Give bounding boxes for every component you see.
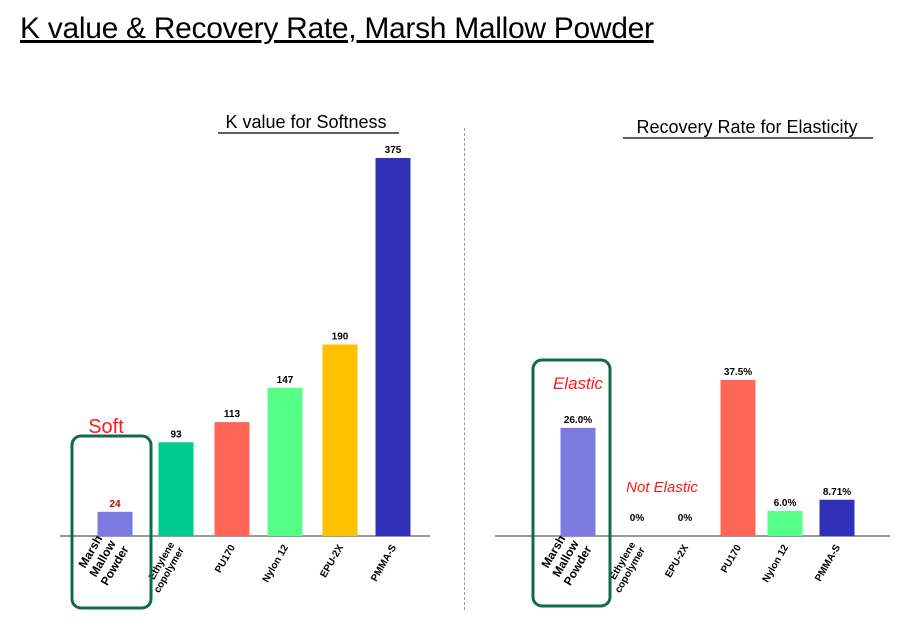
chart-divider — [464, 128, 465, 610]
marsh-mallow-highlight-box — [70, 434, 153, 610]
bar — [158, 442, 194, 536]
marsh-mallow-highlight-box — [531, 358, 612, 608]
category-label: PMMA-S — [813, 543, 843, 584]
chart-title: Recovery Rate for Elasticity — [636, 117, 857, 137]
bar-value-label: 147 — [277, 375, 294, 386]
bar — [560, 427, 596, 536]
category-label-line: PMMA-S — [813, 543, 843, 584]
page-title: K value & Recovery Rate, Marsh Mallow Po… — [20, 12, 654, 45]
category-label-line: Nylon 12 — [261, 543, 292, 585]
category-label: MarshMallowPowder — [74, 529, 132, 588]
category-label: EPU-2X — [663, 543, 691, 580]
category-label-line: EPU-2X — [318, 543, 346, 580]
category-label-text: PU170 — [213, 543, 238, 575]
category-label: PMMA-S — [369, 543, 399, 584]
annotations: Soft Elastic Not Elastic — [70, 358, 698, 610]
bar-value-label: 0% — [678, 513, 693, 524]
elastic-annotation: Elastic — [553, 374, 604, 393]
category-label-line: Nylon 12 — [761, 543, 792, 585]
category-label-text: EPU-2X — [663, 543, 691, 580]
category-label-text: Nylon 12 — [761, 543, 792, 585]
bar-value-label: 26.0% — [564, 415, 592, 426]
recovery-rate-chart: Recovery Rate for Elasticity 26.0% MarshMa… — [495, 117, 890, 595]
category-label-text: EPU-2X — [318, 543, 346, 580]
bar-value-label: 24 — [109, 499, 121, 510]
category-label: Nylon 12 — [761, 543, 792, 585]
bar-value-label: 190 — [332, 331, 349, 342]
category-label-text: PMMA-S — [369, 543, 399, 584]
bar — [214, 422, 250, 536]
bar-value-label: 37.5% — [724, 367, 752, 378]
bar-value-label: 113 — [224, 409, 241, 420]
category-label-text: PMMA-S — [813, 543, 843, 584]
category-label-text: MarshMallowPowder — [74, 529, 132, 588]
category-label: PU170 — [213, 543, 238, 575]
not-elastic-annotation: Not Elastic — [626, 479, 698, 496]
bar-value-label: 0% — [630, 513, 645, 524]
category-label: Ethylenecopolymer — [142, 540, 187, 595]
bar — [375, 158, 411, 536]
bar-value-label: 93 — [170, 429, 182, 440]
soft-annotation: Soft — [88, 416, 124, 438]
bar — [819, 499, 855, 536]
bar-value-label: 6.0% — [774, 498, 797, 509]
chart-title: K value for Softness — [225, 112, 386, 132]
bar — [767, 511, 803, 536]
category-label-text: MarshMallowPowder — [537, 529, 595, 588]
category-label-text: Ethylenecopolymer — [142, 540, 187, 595]
bar — [97, 511, 133, 536]
k-value-chart: K value for Softness 24 MarshMallowPowder 9… — [60, 112, 430, 595]
bar-value-label: 375 — [385, 145, 402, 156]
category-label: MarshMallowPowder — [537, 529, 595, 588]
category-label-line: EPU-2X — [663, 543, 691, 580]
bar — [322, 344, 358, 536]
category-label: PU170 — [719, 543, 744, 575]
category-label-line: PMMA-S — [369, 543, 399, 584]
bar — [720, 380, 756, 536]
category-label-line: PU170 — [213, 543, 238, 575]
category-label: Nylon 12 — [261, 543, 292, 585]
category-label: EPU-2X — [318, 543, 346, 580]
category-label-text: Nylon 12 — [261, 543, 292, 585]
bar-value-label: 8.71% — [823, 487, 851, 498]
category-label-line: PU170 — [719, 543, 744, 575]
bar — [267, 387, 303, 536]
category-label-text: PU170 — [719, 543, 744, 575]
